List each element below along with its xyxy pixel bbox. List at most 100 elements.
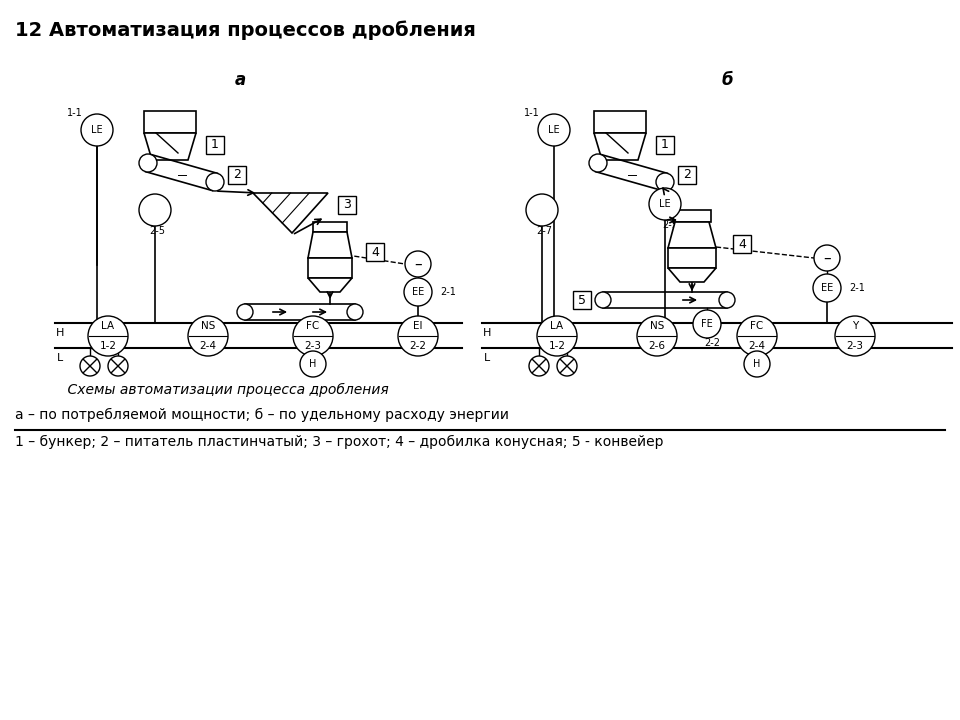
Text: Н: Н — [56, 328, 64, 338]
Text: 4: 4 — [372, 246, 379, 258]
Bar — [313, 222, 347, 232]
Text: 1: 1 — [661, 138, 669, 151]
Text: 3: 3 — [343, 199, 351, 212]
Circle shape — [139, 194, 171, 226]
Circle shape — [526, 194, 558, 226]
Circle shape — [814, 245, 840, 271]
Circle shape — [813, 274, 841, 302]
Text: 2-6: 2-6 — [649, 341, 665, 351]
Text: 2-1: 2-1 — [849, 283, 865, 293]
Text: EE: EE — [821, 283, 833, 293]
Text: 2-7: 2-7 — [536, 226, 552, 236]
Text: FE: FE — [701, 319, 713, 329]
Circle shape — [81, 114, 113, 146]
Bar — [673, 210, 711, 222]
Circle shape — [300, 351, 326, 377]
Text: 2-4: 2-4 — [749, 341, 765, 351]
Text: 1-2: 1-2 — [548, 341, 565, 351]
Circle shape — [557, 356, 577, 376]
Bar — [573, 291, 591, 309]
Text: FC: FC — [751, 321, 763, 331]
Circle shape — [537, 316, 577, 356]
Text: 12 Автоматизация процессов дробления: 12 Автоматизация процессов дробления — [15, 20, 476, 40]
Text: EI: EI — [413, 321, 422, 331]
Text: 5: 5 — [578, 294, 586, 307]
Text: FC: FC — [306, 321, 320, 331]
Text: 4: 4 — [738, 238, 746, 251]
Bar — [594, 111, 646, 133]
Circle shape — [293, 316, 333, 356]
Circle shape — [637, 316, 677, 356]
Text: 2: 2 — [684, 168, 691, 181]
Bar — [733, 235, 751, 253]
Circle shape — [139, 154, 157, 172]
Bar — [678, 166, 696, 184]
Circle shape — [693, 310, 721, 338]
Circle shape — [405, 251, 431, 277]
Polygon shape — [144, 133, 196, 160]
Text: L: L — [57, 353, 63, 363]
Text: 1-1: 1-1 — [524, 108, 540, 118]
Text: 1-2: 1-2 — [100, 341, 116, 351]
Text: LE: LE — [548, 125, 560, 135]
Text: LE: LE — [91, 125, 103, 135]
Text: б: б — [721, 71, 732, 89]
Text: а: а — [234, 71, 246, 89]
Circle shape — [404, 278, 432, 306]
Text: а – по потребляемой мощности; б – по удельному расходу энергии: а – по потребляемой мощности; б – по уде… — [15, 408, 509, 422]
Text: NS: NS — [650, 321, 664, 331]
Text: Н: Н — [754, 359, 760, 369]
Circle shape — [835, 316, 875, 356]
Text: NS: NS — [201, 321, 215, 331]
Text: LA: LA — [550, 321, 564, 331]
Bar — [366, 243, 384, 261]
Text: LE: LE — [660, 199, 671, 209]
Text: EE: EE — [412, 287, 424, 297]
Circle shape — [206, 173, 224, 191]
Text: Схемы автоматизации процесса дробления: Схемы автоматизации процесса дробления — [50, 383, 389, 397]
Text: 2-1: 2-1 — [440, 287, 456, 297]
Polygon shape — [668, 268, 716, 282]
Bar — [668, 248, 716, 268]
Circle shape — [737, 316, 777, 356]
Bar — [228, 166, 246, 184]
Circle shape — [589, 154, 607, 172]
Circle shape — [88, 316, 128, 356]
Bar — [308, 258, 352, 278]
Polygon shape — [253, 193, 328, 233]
Bar — [656, 136, 674, 154]
Circle shape — [398, 316, 438, 356]
Circle shape — [529, 356, 549, 376]
Text: L: L — [484, 353, 491, 363]
Circle shape — [80, 356, 100, 376]
Text: 2: 2 — [233, 168, 241, 181]
Circle shape — [538, 114, 570, 146]
Bar — [338, 196, 356, 214]
Text: 2-3: 2-3 — [847, 341, 863, 351]
Text: Y: Y — [852, 321, 858, 331]
Text: 2-3: 2-3 — [304, 341, 322, 351]
Circle shape — [656, 173, 674, 191]
Circle shape — [595, 292, 611, 308]
Circle shape — [719, 292, 735, 308]
Polygon shape — [594, 133, 646, 160]
Circle shape — [649, 188, 681, 220]
Text: 2-5: 2-5 — [662, 220, 678, 230]
Text: 1: 1 — [211, 138, 219, 151]
Text: Н: Н — [309, 359, 317, 369]
Bar — [144, 111, 196, 133]
Bar — [206, 136, 224, 154]
Circle shape — [237, 304, 253, 320]
Text: –: – — [823, 251, 830, 266]
Polygon shape — [668, 222, 716, 248]
Circle shape — [744, 351, 770, 377]
Circle shape — [108, 356, 128, 376]
Circle shape — [347, 304, 363, 320]
Text: 2-2: 2-2 — [410, 341, 426, 351]
Text: 2-5: 2-5 — [149, 226, 165, 236]
Circle shape — [188, 316, 228, 356]
Polygon shape — [308, 232, 352, 258]
Text: Н: Н — [483, 328, 492, 338]
Text: 1-1: 1-1 — [67, 108, 83, 118]
Text: 1 – бункер; 2 – питатель пластинчатый; 3 – грохот; 4 – дробилка конусная; 5 - ко: 1 – бункер; 2 – питатель пластинчатый; 3… — [15, 435, 663, 449]
